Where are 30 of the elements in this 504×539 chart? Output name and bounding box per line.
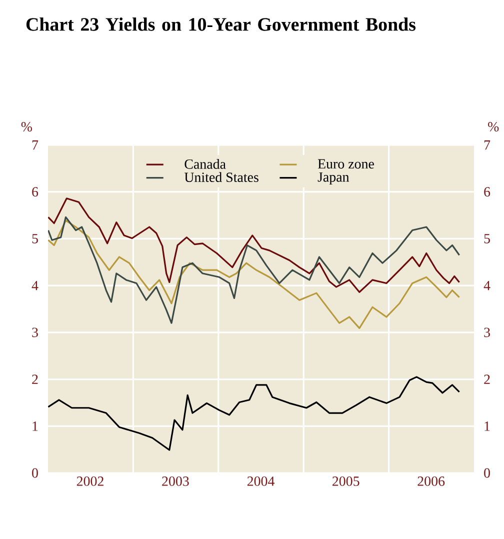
y-tick-label: 2: [32, 374, 38, 384]
chart-title: Chart 23 Yields on 10-Year Government Bonds: [26, 18, 416, 31]
y2-tick-label: 0: [484, 468, 490, 478]
line-series: [48, 376, 460, 451]
y-tick-label: 4: [32, 280, 38, 290]
x-tick-label: 2006: [418, 476, 445, 486]
y2-tick-label: 2: [484, 374, 490, 384]
y-tick-label: 0: [32, 468, 38, 478]
line-series: [48, 198, 460, 293]
legend-label: Japan: [318, 172, 350, 185]
y2-tick-label: 7: [484, 140, 490, 150]
y-tick-label: 1: [32, 422, 38, 431]
y2-tick-label: 6: [484, 187, 490, 197]
y2-tick-label: 5: [484, 234, 490, 244]
y2-tick-label: 1: [484, 422, 490, 431]
x-tick-label: 2004: [247, 476, 275, 486]
legend-label: Euro zone: [318, 159, 374, 169]
y2-axis-title: %: [488, 122, 499, 132]
legend-label: Canada: [184, 159, 226, 169]
y-tick-label: 7: [32, 140, 38, 150]
y-tick-label: 6: [32, 187, 38, 197]
y2-tick-label: 3: [484, 328, 490, 338]
x-tick-label: 2003: [162, 476, 189, 486]
y-axis-title: %: [21, 122, 32, 132]
y-tick-label: 3: [32, 328, 38, 338]
x-tick-label: 2005: [332, 476, 360, 486]
x-tick-label: 2002: [76, 476, 104, 486]
y2-tick-label: 4: [484, 280, 490, 290]
legend-label: United States: [184, 172, 258, 182]
y-tick-label: 5: [32, 234, 38, 244]
